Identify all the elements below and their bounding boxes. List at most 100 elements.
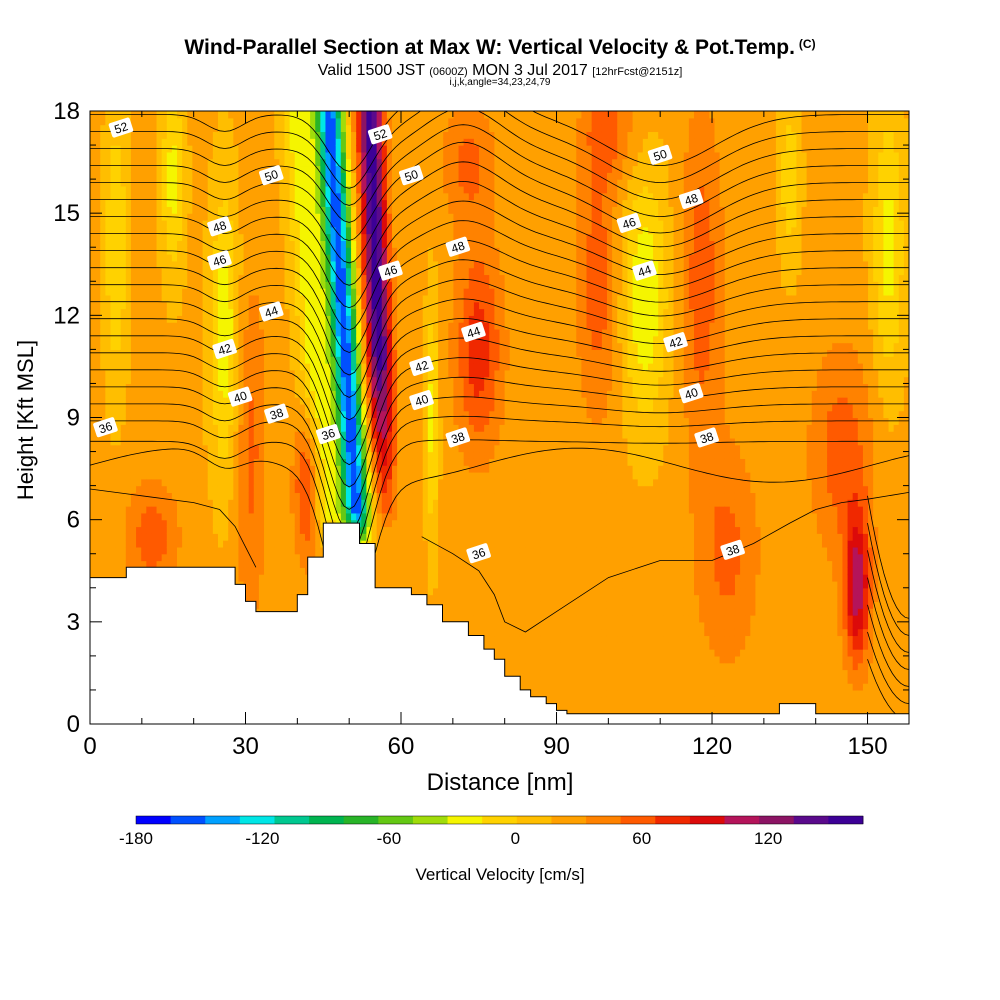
velocity-cell (141, 274, 147, 282)
velocity-cell (248, 553, 255, 562)
velocity-cell (315, 492, 321, 500)
velocity-cell (299, 369, 306, 378)
velocity-cell (105, 219, 112, 228)
velocity-cell (146, 233, 153, 242)
velocity-cell (325, 247, 332, 255)
velocity-cell (279, 533, 286, 541)
velocity-cell (248, 478, 255, 487)
velocity-cell (120, 328, 127, 337)
velocity-cell (202, 288, 209, 296)
velocity-cell (156, 553, 163, 562)
velocity-cell (115, 451, 122, 459)
velocity-cell (233, 247, 240, 255)
velocity-cell (141, 219, 147, 228)
velocity-cell (171, 492, 178, 500)
velocity-cell (146, 485, 153, 494)
velocity-cell (243, 240, 250, 248)
velocity-cell (192, 226, 199, 235)
velocity-cell (264, 192, 270, 201)
velocity-cell (366, 451, 373, 459)
velocity-cell (299, 267, 306, 276)
velocity-cell (146, 540, 153, 548)
velocity-cell (217, 124, 224, 133)
velocity-cell (315, 226, 321, 235)
velocity-cell (146, 308, 153, 316)
velocity-cell (233, 267, 240, 276)
velocity-cell (156, 363, 163, 371)
velocity-cell (340, 233, 347, 242)
velocity-cell (217, 247, 224, 255)
velocity-cell (264, 254, 270, 262)
velocity-cell (156, 512, 163, 521)
velocity-cell (228, 553, 234, 562)
velocity-cell (371, 519, 378, 528)
velocity-cell (207, 165, 214, 173)
velocity-cell (228, 431, 234, 439)
velocity-cell (233, 342, 240, 350)
velocity-cell (335, 247, 342, 255)
velocity-cell (197, 397, 204, 405)
velocity-cell (325, 233, 332, 242)
velocity-cell (141, 172, 147, 180)
velocity-cell (115, 172, 122, 180)
velocity-cell (90, 567, 96, 575)
velocity-cell (279, 444, 286, 453)
velocity-cell (105, 444, 112, 453)
velocity-cell (294, 397, 301, 405)
velocity-cell (310, 342, 316, 350)
velocity-cell (361, 417, 368, 425)
velocity-cell (192, 254, 199, 262)
velocity-cell (177, 145, 183, 153)
velocity-cell (115, 335, 122, 344)
velocity-cell (95, 410, 101, 419)
velocity-cell (130, 185, 137, 194)
velocity-cell (223, 437, 229, 446)
velocity-cell (130, 390, 137, 398)
velocity-cell (299, 540, 306, 548)
velocity-cell (228, 403, 234, 412)
velocity-cell (110, 465, 117, 473)
velocity-cell (299, 560, 306, 568)
velocity-cell (151, 369, 158, 378)
velocity-cell (361, 260, 368, 269)
velocity-cell (187, 117, 193, 126)
velocity-cell (202, 294, 209, 303)
velocity-cell (233, 533, 240, 541)
velocity-cell (274, 485, 280, 494)
velocity-cell (212, 301, 219, 310)
velocity-cell (299, 567, 306, 575)
velocity-cell (177, 185, 183, 194)
velocity-cell (320, 328, 327, 337)
velocity-cell (146, 444, 153, 453)
velocity-cell (264, 376, 270, 385)
velocity-cell (105, 546, 112, 555)
velocity-cell (197, 145, 204, 153)
velocity-cell (325, 151, 332, 160)
velocity-cell (289, 165, 296, 173)
velocity-cell (187, 363, 193, 371)
velocity-cell (166, 519, 173, 528)
velocity-cell (248, 546, 255, 555)
velocity-cell (136, 151, 142, 160)
velocity-cell (330, 165, 337, 173)
velocity-cell (136, 240, 142, 248)
velocity-cell (171, 274, 178, 282)
velocity-cell (197, 349, 204, 357)
velocity-cell (299, 158, 306, 167)
velocity-cell (258, 165, 265, 173)
velocity-cell (356, 192, 362, 201)
velocity-cell (130, 254, 137, 262)
velocity-cell (197, 315, 204, 323)
velocity-cell (325, 383, 332, 391)
velocity-cell (366, 192, 373, 201)
velocity-cell (279, 499, 286, 507)
velocity-cell (90, 151, 96, 160)
velocity-cell (299, 185, 306, 194)
velocity-cell (177, 315, 183, 323)
velocity-cell (120, 533, 127, 541)
velocity-cell (325, 131, 332, 139)
velocity-cell (161, 444, 168, 453)
velocity-cell (310, 403, 316, 412)
velocity-cell (100, 506, 106, 514)
velocity-cell (238, 151, 245, 160)
